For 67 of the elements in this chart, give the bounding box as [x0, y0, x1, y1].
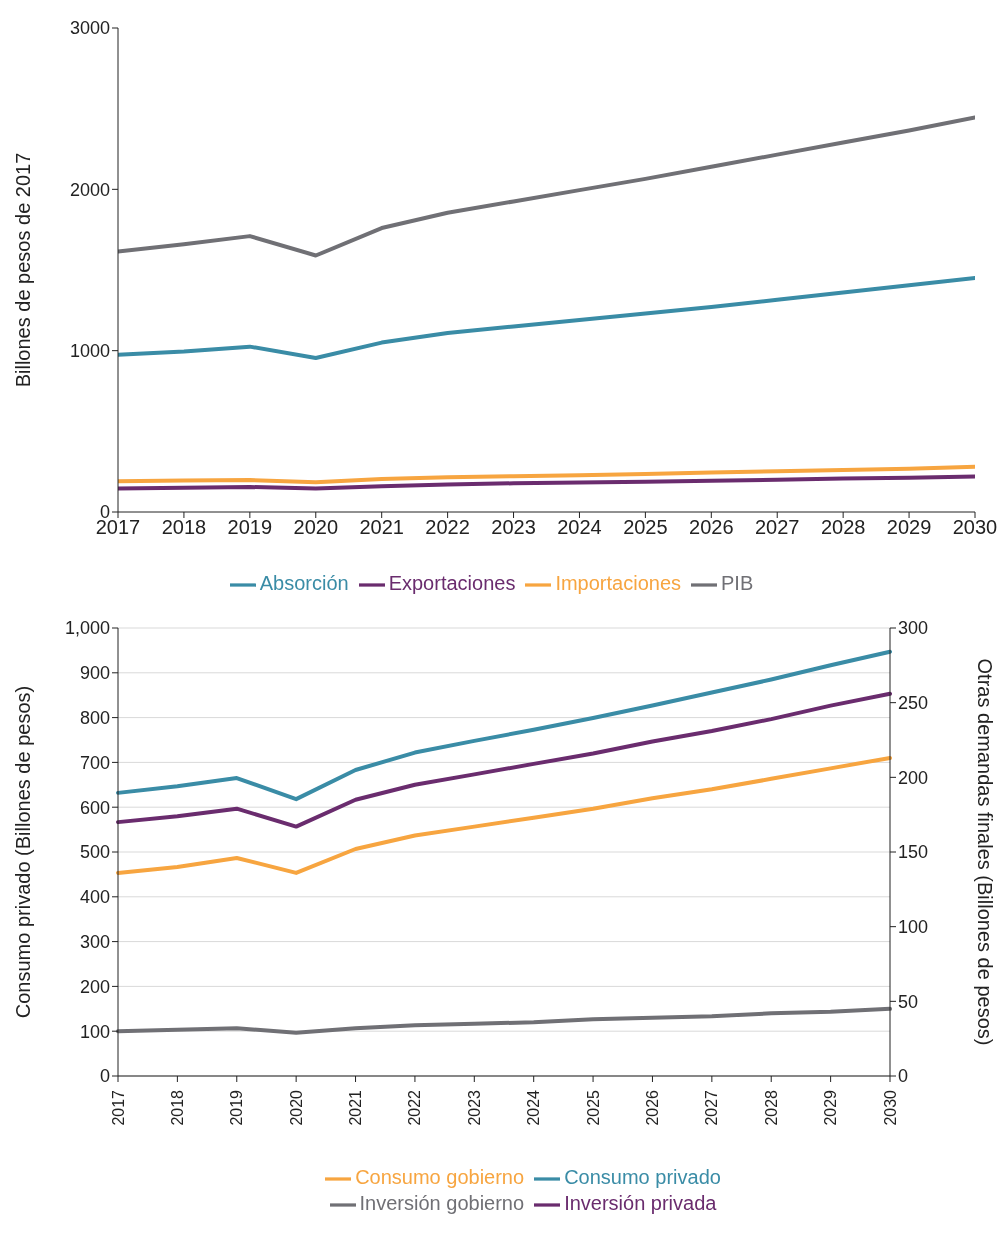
y-tick-label: 800: [79, 707, 110, 728]
legend-label: Inversión gobierno: [359, 1192, 525, 1215]
y-tick-label: 500: [79, 842, 110, 863]
x-tick-label: 2022: [425, 516, 470, 539]
x-tick-label: 2017: [109, 1089, 127, 1126]
legend-label: Absorción: [259, 572, 349, 595]
y-axis-title: Consumo privado (Billones de pesos): [12, 685, 35, 1019]
x-tick-label: 2019: [228, 1089, 246, 1126]
y2-tick-label: 0: [898, 1066, 909, 1087]
y-tick-label: 400: [79, 887, 110, 908]
x-tick-label: 2025: [584, 1089, 602, 1126]
y-tick-label: 600: [79, 797, 110, 818]
y2-tick-label: 200: [898, 767, 929, 788]
x-tick-label: 2021: [359, 516, 404, 539]
y-tick-label: 100: [79, 1021, 110, 1042]
x-tick-label: 2022: [406, 1089, 424, 1126]
y2-tick-label: 50: [898, 991, 919, 1012]
x-tick-label: 2024: [557, 516, 602, 539]
y-tick-label: 200: [79, 976, 110, 997]
line-series: [116, 649, 892, 802]
y2-tick-label: 250: [898, 693, 929, 714]
line-series: [118, 276, 975, 360]
x-tick-label: 2028: [762, 1089, 780, 1126]
x-tick-label: 2023: [491, 516, 536, 539]
x-tick-label: 2026: [643, 1089, 661, 1126]
x-tick-label: 2019: [227, 516, 273, 539]
line-series: [118, 115, 975, 258]
y-tick-label: 1000: [69, 341, 110, 362]
x-tick-label: 2026: [689, 516, 734, 539]
x-tick-label: 2018: [161, 516, 207, 539]
legend-label: Consumo privado: [564, 1166, 721, 1189]
line-series: [118, 474, 975, 491]
line-series: [116, 755, 892, 875]
line-series: [116, 691, 892, 829]
y2-tick-label: 150: [898, 842, 929, 863]
y-tick-label: 2000: [69, 179, 110, 200]
y-tick-label: 900: [79, 663, 110, 684]
y-axis-title: Billones de pesos de 2017: [12, 152, 35, 388]
x-tick-label: 2028: [820, 516, 866, 539]
legend-label: PIB: [721, 572, 754, 595]
x-tick-label: 2018: [168, 1089, 186, 1126]
line-series: [116, 1006, 892, 1035]
x-tick-label: 2030: [881, 1089, 899, 1126]
x-tick-label: 2025: [623, 516, 668, 539]
x-tick-label: 2029: [886, 516, 932, 539]
legend-label: Consumo gobierno: [355, 1166, 525, 1189]
y2-axis-title: Otras demandas finales (Billones de pesos): [973, 658, 996, 1046]
x-tick-label: 2020: [287, 1089, 305, 1126]
legend-label: Inversión privada: [564, 1192, 717, 1215]
y-tick-label: 700: [79, 752, 110, 773]
y-tick-label: 1,000: [64, 618, 110, 639]
x-tick-label: 2027: [754, 516, 800, 539]
line-series: [118, 464, 975, 485]
y2-tick-label: 100: [898, 917, 929, 938]
x-tick-label: 2027: [703, 1089, 721, 1126]
x-tick-label: 2020: [293, 516, 339, 539]
x-tick-label: 2024: [525, 1089, 543, 1126]
legend-label: Importaciones: [555, 572, 682, 595]
x-tick-label: 2021: [347, 1089, 365, 1126]
y2-tick-label: 300: [898, 618, 929, 639]
x-tick-label: 2023: [465, 1089, 483, 1126]
legend-label: Exportaciones: [388, 572, 516, 595]
y-tick-label: 0: [99, 1066, 110, 1087]
x-tick-label: 2029: [822, 1089, 840, 1126]
x-tick-label: 2030: [952, 516, 998, 539]
y-tick-label: 3000: [69, 18, 110, 39]
y-tick-label: 300: [79, 931, 110, 952]
